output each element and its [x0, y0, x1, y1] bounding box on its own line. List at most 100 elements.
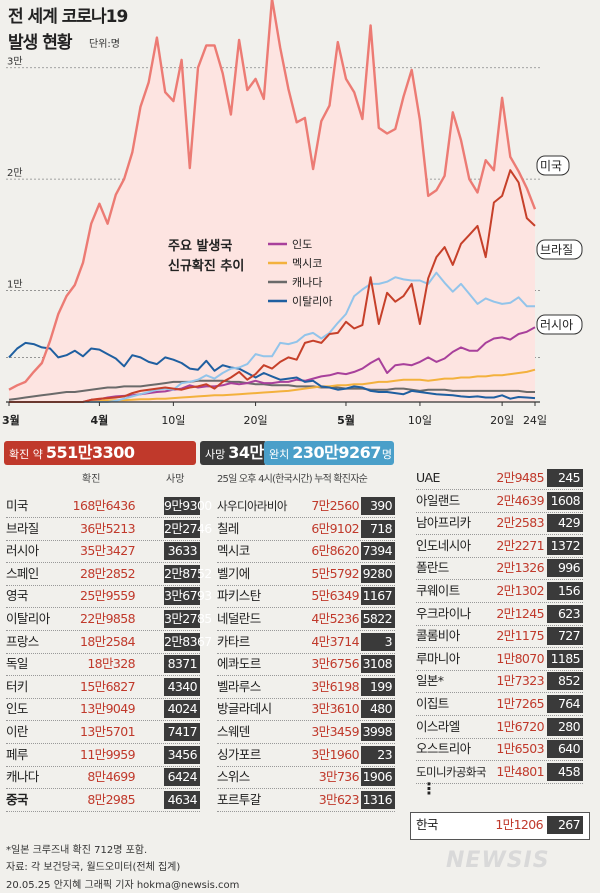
deaths-value: 3만2785	[164, 610, 212, 628]
series-end-text: 미국	[540, 159, 562, 173]
legend-label: 이탈리아	[292, 295, 332, 308]
confirmed-value: 1만8070	[496, 650, 544, 666]
x-tick-label: 3월	[2, 413, 20, 427]
deaths-value: 280	[547, 717, 583, 736]
row-divider	[217, 788, 395, 790]
table-row: 폴란드 2만1326 996	[416, 559, 583, 578]
y-tick-label: 3만	[7, 56, 23, 68]
series-end-box	[536, 239, 583, 260]
confirmed-value: 35만3427	[79, 543, 136, 559]
series-end-box	[536, 314, 583, 335]
header-timestamp: 25일 오후 4시(한국시간) 누적 확진자순	[217, 474, 368, 485]
deaths-value: 852	[547, 672, 583, 691]
table-row: 인도네시아 2만2271 1372	[416, 536, 583, 555]
confirmed-value: 18만2584	[79, 633, 136, 649]
country-name: 스페인	[6, 565, 39, 581]
confirmed-rest: 3300	[91, 443, 135, 462]
country-name: 인도	[6, 701, 28, 717]
confirmed-value: 28만2852	[79, 565, 136, 581]
series-line	[9, 368, 536, 403]
row-divider	[416, 489, 583, 490]
confirmed-value: 3만3459	[311, 724, 359, 739]
row-divider	[6, 517, 200, 518]
deaths-value: 7394	[361, 542, 395, 561]
row-divider	[6, 765, 200, 767]
confirmed-summary: 확진 약 551만3300	[4, 441, 196, 465]
deaths-value: 3998	[361, 723, 395, 741]
x-tick-label: 10일	[408, 413, 432, 427]
unit-label: 단위:명	[89, 39, 120, 50]
source: 자료: 각 보건당국, 월드오미터(전체 집계)	[6, 862, 181, 873]
deaths-value: 1167	[361, 587, 395, 606]
table-row: 오스트리아 1만6503 640	[416, 740, 583, 759]
deaths-summary: 사망 34만	[200, 441, 267, 465]
table-row: 영국 25만9559 3만6793	[6, 587, 212, 606]
row-divider	[416, 760, 583, 762]
table-row: 미국 168만6436 9만9300	[6, 497, 212, 515]
confirmed-value: 22만9858	[79, 611, 136, 626]
country-name: 영국	[6, 588, 28, 604]
confirmed-value: 3만1960	[311, 746, 359, 762]
table-row: 파키스탄 5만6349 1167	[217, 587, 395, 606]
legend-label: 캐나다	[292, 276, 322, 289]
series-end-label: 미국	[536, 155, 570, 176]
deaths-value: 623	[547, 604, 583, 623]
country-name: 이집트	[416, 696, 449, 711]
header-confirmed: 확진	[82, 474, 101, 485]
row-divider	[416, 782, 583, 784]
confirmed-value: 4만5236	[311, 611, 359, 626]
table-row: 브라질 36만5213 2만2746	[6, 519, 212, 538]
recovered-value: 230만9267	[292, 443, 381, 462]
row-divider	[217, 810, 395, 812]
country-name: 싱가포르	[217, 746, 261, 762]
country-name: 방글라데시	[217, 701, 272, 717]
table-row: 인도 13만9049 4024	[6, 700, 200, 719]
deaths-value: 480	[361, 700, 395, 719]
table-row: 스웨덴 3만3459 3998	[217, 723, 395, 741]
table-row: 이란 13만5701 7417	[6, 723, 200, 741]
us-area	[9, 0, 535, 402]
country-name: 사우디아라비아	[217, 499, 287, 513]
confirmed-value: 1만7323	[496, 673, 544, 689]
country-name: 캐나다	[6, 769, 39, 785]
row-divider	[6, 562, 200, 564]
deaths-value: 245	[547, 469, 583, 487]
row-divider	[416, 556, 583, 558]
table-row: 포르투갈 3만623 1316	[217, 790, 395, 809]
row-divider	[416, 647, 583, 649]
deaths-value: 718	[361, 519, 395, 538]
series-end-box	[536, 155, 570, 176]
confirmed-value: 36만5213	[79, 520, 136, 536]
deaths-value: 1608	[547, 491, 583, 510]
series-end-label: 러시아	[536, 314, 583, 335]
row-divider	[217, 720, 395, 722]
deaths-value: 7417	[164, 723, 200, 741]
table-row: 캐나다 8만4699 6424	[6, 768, 200, 787]
table-row: 방글라데시 3만3610 480	[217, 700, 395, 719]
confirmed-value: 1만4801	[496, 763, 544, 779]
confirmed-value: 168만6436	[72, 498, 136, 513]
table-row: 스위스 3만736 1906	[217, 768, 395, 787]
confirmed-value: 5만6349	[311, 588, 359, 604]
country-name: 멕시코	[217, 543, 250, 559]
confirmed-value: 7만2560	[311, 498, 359, 513]
row-divider	[416, 534, 583, 536]
row-divider	[217, 697, 395, 699]
table-row: 페루 11만9959 3456	[6, 745, 200, 764]
table-row: 일본* 1만7323 852	[416, 672, 583, 691]
table-row: UAE 2만9485 245	[416, 469, 583, 487]
confirmed-value: 2만4639	[496, 492, 544, 508]
country-name: 아일랜드	[416, 492, 460, 508]
row-divider	[416, 669, 583, 671]
series-line	[8, 341, 536, 400]
header-deaths: 사망	[166, 474, 185, 485]
table-row: 도미니카공화국 1만4801 458	[416, 762, 583, 781]
country-name: 미국	[6, 498, 28, 513]
country-name: 도미니카공화국	[416, 764, 486, 779]
country-name: 폴란드	[416, 560, 449, 576]
confirmed-value: 2만1326	[496, 560, 544, 576]
row-divider	[6, 607, 200, 609]
chart-area-fill	[9, 0, 535, 402]
